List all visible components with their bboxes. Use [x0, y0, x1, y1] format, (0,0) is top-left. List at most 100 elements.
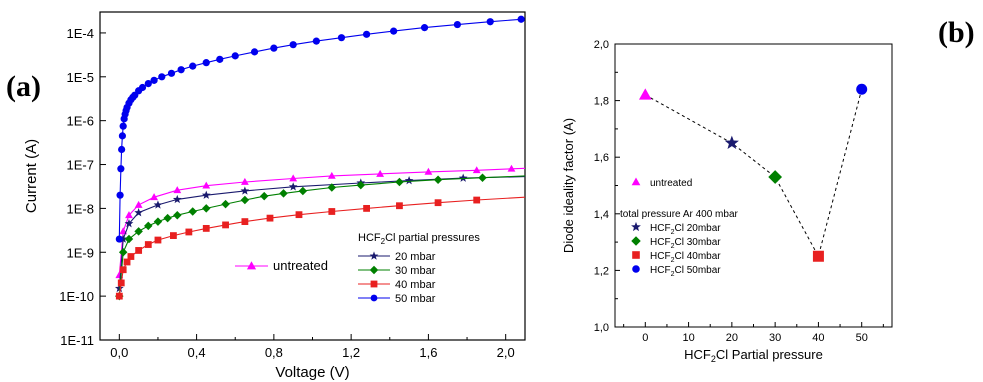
data-point	[127, 253, 135, 260]
data-point	[202, 204, 211, 213]
data-point	[116, 191, 124, 199]
data-point	[170, 232, 177, 239]
x-tick-label: 2,0	[497, 345, 515, 360]
data-point	[472, 166, 481, 174]
data-point	[150, 193, 159, 201]
x-tick-label: 0,4	[188, 345, 206, 360]
panel-label-a: (a)	[6, 70, 41, 103]
data-point	[231, 52, 239, 60]
legend-marker	[370, 294, 378, 302]
data-point	[144, 241, 152, 248]
legend-note: total pressure Ar 400 mbar	[620, 209, 739, 220]
data-point	[115, 292, 123, 300]
data-point	[118, 132, 127, 140]
data-point	[125, 211, 133, 219]
data-point	[118, 248, 128, 257]
data-point	[185, 228, 193, 236]
y-tick-label: 1E-6	[67, 114, 94, 129]
data-point	[134, 227, 143, 236]
legend-label: 50 mbar	[395, 293, 436, 305]
data-point	[266, 214, 274, 222]
y-tick-label: 1,8	[594, 96, 609, 108]
y-tick-label: 1E-8	[67, 201, 94, 216]
data-point	[134, 208, 143, 217]
data-point	[221, 199, 230, 209]
legend-label: untreated	[273, 258, 328, 273]
data-point	[153, 217, 163, 226]
data-point	[202, 224, 210, 232]
x-tick-label: 30	[769, 332, 781, 344]
data-point	[117, 279, 125, 287]
data-point	[279, 189, 288, 198]
x-tick-label: 0,0	[110, 345, 128, 360]
data-point	[240, 177, 249, 185]
data-point	[404, 176, 414, 185]
data-point	[118, 145, 126, 154]
y-tick-label: 1,4	[594, 209, 609, 221]
legend-title: HCF2Cl partial pressures	[358, 232, 480, 246]
data-point	[312, 37, 320, 45]
data-point	[119, 122, 127, 130]
data-point	[167, 69, 176, 77]
y-tick-label: 1,0	[594, 322, 609, 334]
data-point	[270, 44, 278, 52]
data-point	[356, 180, 366, 190]
legend-marker	[631, 177, 641, 186]
data-point	[123, 258, 131, 266]
data-point	[172, 194, 182, 204]
series-line-40-mbar	[118, 196, 526, 297]
y-tick-label: 1E-5	[67, 70, 94, 85]
data-point	[420, 24, 429, 32]
data-point	[328, 208, 336, 215]
data-point	[517, 15, 525, 23]
data-point	[144, 79, 152, 88]
data-point	[327, 183, 337, 192]
x-tick-label: 10	[682, 332, 694, 344]
legend-marker	[370, 280, 378, 288]
legend-marker	[632, 251, 640, 259]
data-point	[202, 181, 211, 189]
data-point	[390, 27, 398, 35]
data-point	[189, 62, 197, 70]
data-point	[201, 190, 211, 199]
legend-marker	[632, 265, 640, 273]
legend-label: HCF2Cl 30mbar	[650, 237, 721, 250]
data-point	[144, 221, 153, 231]
data-point	[478, 173, 487, 182]
data-point	[362, 30, 371, 38]
data-point	[188, 207, 197, 216]
data-point	[202, 59, 210, 67]
data-point	[376, 169, 385, 177]
data-point	[473, 196, 481, 204]
y-tick-label: 2,0	[594, 39, 609, 51]
data-point	[158, 73, 166, 81]
data-point-40	[812, 250, 824, 262]
legend-label: HCF2Cl 20mbar	[650, 223, 721, 236]
y-tick-label: 1E-10	[59, 289, 94, 304]
y-tick-label: 1E-11	[60, 333, 94, 348]
data-point	[124, 219, 134, 228]
x-tick-label: 1,2	[342, 345, 360, 360]
legend-marker	[631, 221, 641, 232]
data-point	[453, 20, 461, 29]
data-point	[173, 210, 182, 220]
panel-a: 0,0 0,4 0,8 1,2 1,6 2,0 1E-11 1E-10 1E-9 1E-8 1E-7…	[6, 11, 526, 381]
legend-marker	[246, 261, 257, 270]
data-point	[396, 202, 403, 210]
y-axis-title: Diode ideality factor (A)	[561, 118, 576, 253]
data-point	[173, 186, 182, 194]
x-tick-label: 20	[726, 332, 738, 344]
panel-b: 0 10 20 30 40 50 1,0 1,2 1,4 1,6 1,8 2,0 HCF2Cl Part…	[561, 16, 975, 364]
x-axis-title: Voltage (V)	[275, 364, 349, 381]
data-point	[507, 164, 516, 172]
data-point	[337, 34, 346, 42]
connector-line	[645, 89, 863, 258]
x-tick-label: 1,6	[419, 345, 437, 360]
data-point	[114, 283, 124, 293]
data-point	[118, 234, 128, 243]
legend-label: untreated	[650, 178, 692, 189]
data-point	[138, 83, 147, 92]
data-point	[150, 76, 158, 84]
data-point	[395, 177, 404, 187]
